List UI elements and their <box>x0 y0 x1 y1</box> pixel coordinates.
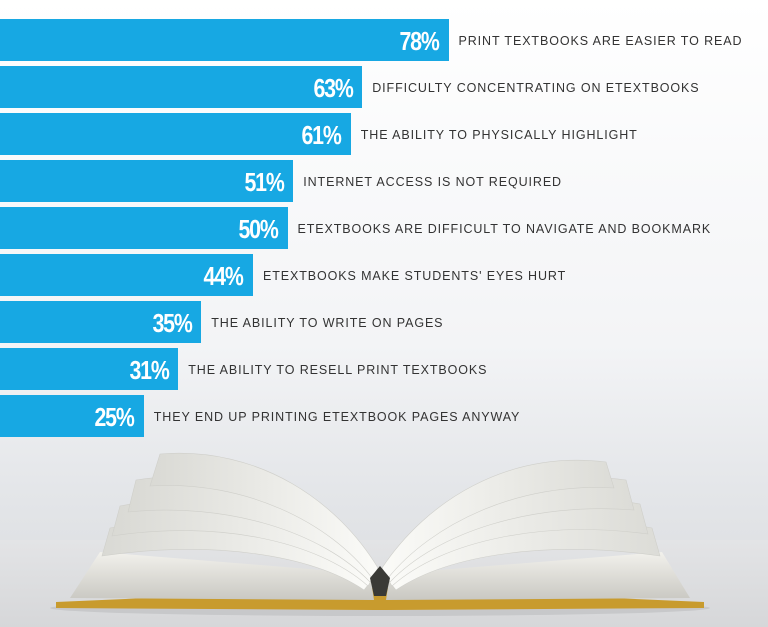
category-label: INTERNET ACCESS IS NOT REQUIRED <box>303 175 562 189</box>
category-label: THEY END UP PRINTING ETEXTBOOK PAGES ANY… <box>153 410 521 424</box>
bar <box>0 207 288 249</box>
bar-value-label: 51% <box>244 167 284 197</box>
bar-value-label: 44% <box>204 261 244 291</box>
category-label: ETEXTBOOKS MAKE STUDENTS' EYES HURT <box>263 269 567 283</box>
bar-value-label: 61% <box>301 120 342 150</box>
bar <box>0 113 351 155</box>
category-label: THE ABILITY TO RESELL PRINT TEXTBOOKS <box>188 363 488 377</box>
category-label: THE ABILITY TO WRITE ON PAGES <box>211 316 444 330</box>
bar-value-label: 31% <box>129 355 169 385</box>
bar <box>0 348 179 390</box>
bar-value-label: 25% <box>94 402 135 432</box>
bar <box>0 66 363 108</box>
category-label: PRINT TEXTBOOKS ARE EASIER TO READ <box>458 34 743 48</box>
bar-value-label: 50% <box>238 214 279 244</box>
bar-value-label: 78% <box>399 26 440 56</box>
bar <box>0 160 294 202</box>
open-book-icon <box>50 452 710 616</box>
category-label: THE ABILITY TO PHYSICALLY HIGHLIGHT <box>360 128 638 142</box>
bar-value-label: 63% <box>313 73 353 103</box>
bar <box>0 254 253 296</box>
bar-value-label: 35% <box>152 308 192 338</box>
category-label: DIFFICULTY CONCENTRATING ON ETEXTBOOKS <box>372 81 700 95</box>
bar <box>0 395 144 437</box>
bar-chart: 78% PRINT TEXTBOOKS ARE EASIER TO READ 63%… <box>0 19 743 437</box>
category-label: ETEXTBOOKS ARE DIFFICULT TO NAVIGATE AND… <box>297 222 712 236</box>
bar <box>0 19 449 61</box>
bar <box>0 301 202 343</box>
